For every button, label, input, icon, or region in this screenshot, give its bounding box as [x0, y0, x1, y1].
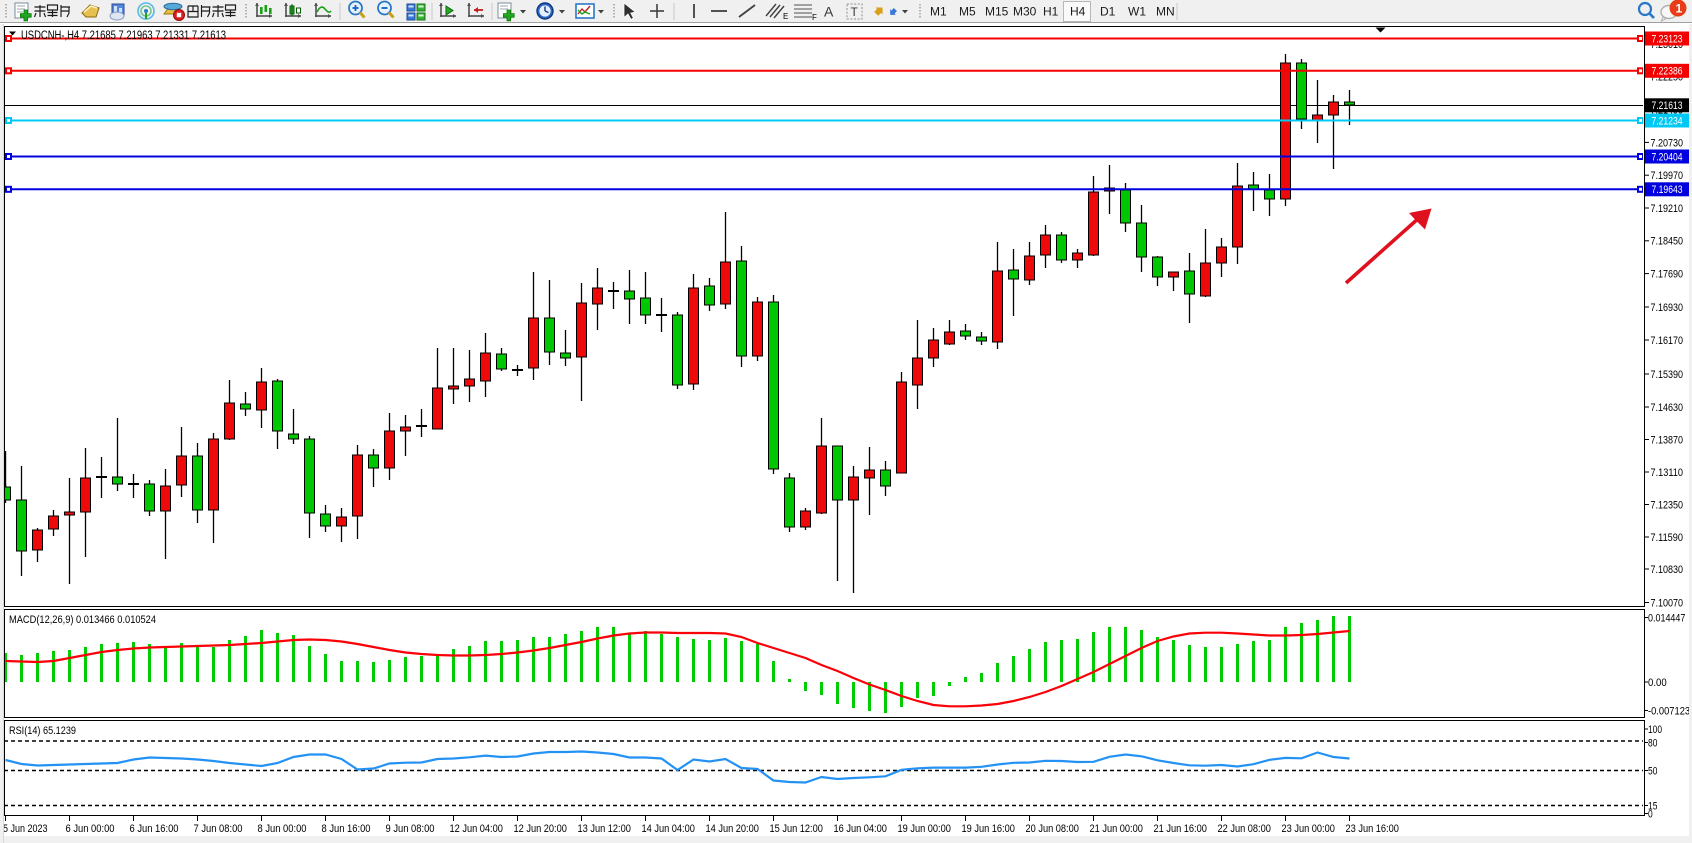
svg-text:100: 100 [1648, 724, 1662, 736]
svg-text:16 Jun 04:00: 16 Jun 04:00 [834, 823, 887, 835]
svg-text:E: E [783, 12, 788, 21]
svg-text:M30: M30 [1013, 5, 1037, 19]
svg-text:13 Jun 12:00: 13 Jun 12:00 [578, 823, 631, 835]
svg-text:D1: D1 [1100, 5, 1116, 19]
svg-text:H1: H1 [1043, 5, 1059, 19]
svg-text:M1: M1 [930, 5, 947, 19]
svg-text:RSI(14) 65.1239: RSI(14) 65.1239 [9, 725, 76, 737]
svg-text:7.21613: 7.21613 [1652, 100, 1683, 112]
svg-text:0.014447: 0.014447 [1648, 612, 1685, 624]
svg-text:8 Jun 00:00: 8 Jun 00:00 [258, 823, 307, 835]
svg-text:0.00: 0.00 [1648, 677, 1667, 689]
svg-text:1: 1 [1676, 2, 1683, 16]
svg-text:W1: W1 [1128, 5, 1146, 19]
svg-text:T: T [851, 5, 859, 19]
svg-text:7.18450: 7.18450 [1651, 236, 1684, 248]
svg-text:6 Jun 16:00: 6 Jun 16:00 [130, 823, 179, 835]
svg-text:A: A [824, 4, 834, 20]
svg-text:7.20730: 7.20730 [1651, 137, 1684, 149]
svg-text:21 Jun 00:00: 21 Jun 00:00 [1090, 823, 1143, 835]
svg-text:F: F [812, 13, 817, 22]
svg-text:7.16170: 7.16170 [1651, 335, 1684, 347]
svg-text:15: 15 [1648, 800, 1657, 812]
svg-text:9 Jun 08:00: 9 Jun 08:00 [386, 823, 435, 835]
svg-text:0: 0 [1648, 808, 1653, 820]
svg-text:7.11590: 7.11590 [1651, 532, 1684, 544]
svg-text:15 Jun 12:00: 15 Jun 12:00 [770, 823, 823, 835]
svg-text:7.14630: 7.14630 [1651, 402, 1684, 414]
svg-text:19 Jun 16:00: 19 Jun 16:00 [962, 823, 1015, 835]
svg-text:7 Jun 08:00: 7 Jun 08:00 [194, 823, 243, 835]
svg-text:M15: M15 [985, 5, 1009, 19]
svg-text:14 Jun 04:00: 14 Jun 04:00 [642, 823, 695, 835]
svg-text:7.22386: 7.22386 [1652, 66, 1683, 78]
svg-text:12 Jun 04:00: 12 Jun 04:00 [450, 823, 503, 835]
svg-text:7.21234: 7.21234 [1652, 115, 1683, 127]
svg-text:USDCNH-,H4 7.21685 7.21963 7.: USDCNH-,H4 7.21685 7.21963 7.21331 7.216… [21, 30, 226, 42]
svg-text:7.19643: 7.19643 [1652, 184, 1683, 196]
svg-text:7.10830: 7.10830 [1651, 564, 1684, 576]
svg-text:7.13870: 7.13870 [1651, 434, 1684, 446]
svg-text:MN: MN [1156, 5, 1175, 19]
svg-text:23 Jun 16:00: 23 Jun 16:00 [1346, 823, 1399, 835]
svg-text:14 Jun 20:00: 14 Jun 20:00 [706, 823, 759, 835]
svg-text:19 Jun 00:00: 19 Jun 00:00 [898, 823, 951, 835]
svg-text:7.19210: 7.19210 [1651, 203, 1684, 215]
svg-text:7.20404: 7.20404 [1652, 151, 1683, 163]
svg-text:M5: M5 [959, 5, 976, 19]
svg-text:7.23123: 7.23123 [1652, 33, 1683, 45]
svg-text:7.15390: 7.15390 [1651, 369, 1684, 381]
svg-text:6 Jun 00:00: 6 Jun 00:00 [66, 823, 115, 835]
svg-text:7.13110: 7.13110 [1651, 467, 1684, 479]
svg-text:7.19970: 7.19970 [1651, 170, 1684, 182]
svg-text:21 Jun 16:00: 21 Jun 16:00 [1154, 823, 1207, 835]
svg-text:7.12350: 7.12350 [1651, 499, 1684, 511]
svg-text:22 Jun 08:00: 22 Jun 08:00 [1218, 823, 1271, 835]
svg-text:7.10070: 7.10070 [1651, 597, 1684, 609]
svg-text:-0.007123: -0.007123 [1648, 705, 1690, 717]
svg-text:5 Jun 2023: 5 Jun 2023 [3, 823, 48, 835]
svg-text:7.17690: 7.17690 [1651, 269, 1684, 281]
svg-text:8 Jun 16:00: 8 Jun 16:00 [322, 823, 371, 835]
svg-text:7.16930: 7.16930 [1651, 302, 1684, 314]
svg-text:20 Jun 08:00: 20 Jun 08:00 [1026, 823, 1079, 835]
svg-text:80: 80 [1648, 737, 1657, 749]
svg-text:H4: H4 [1070, 5, 1086, 19]
svg-text:50: 50 [1648, 765, 1657, 777]
svg-text:MACD(12,26,9) 0.013466 0.01052: MACD(12,26,9) 0.013466 0.010524 [9, 614, 156, 626]
svg-text:23 Jun 00:00: 23 Jun 00:00 [1282, 823, 1335, 835]
svg-text:12 Jun 20:00: 12 Jun 20:00 [514, 823, 567, 835]
